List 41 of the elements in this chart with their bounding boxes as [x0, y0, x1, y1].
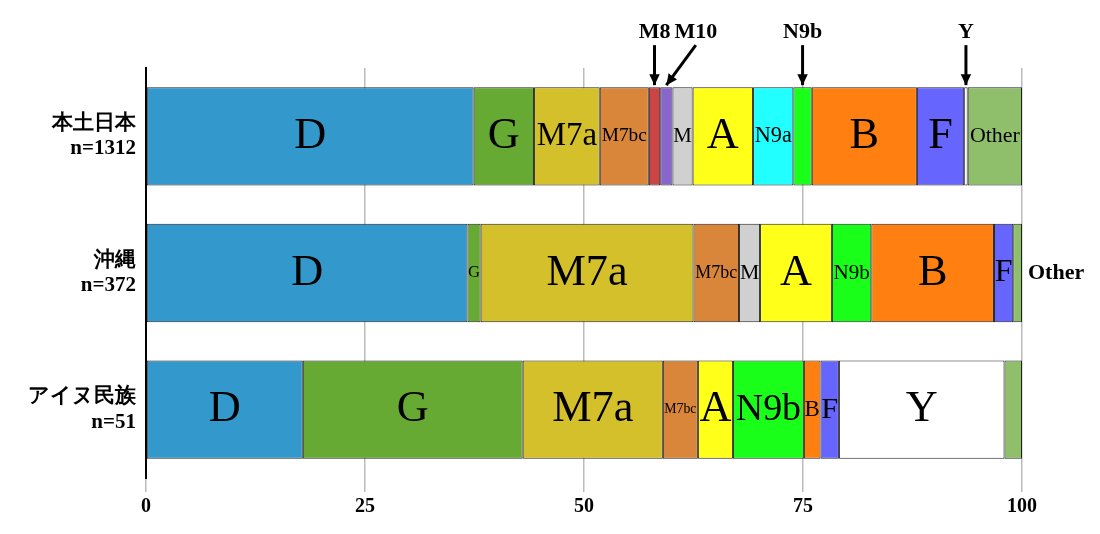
y-tick-label: 本土日本 n=1312 [51, 110, 137, 160]
y-tick-label: 沖縄 n=372 [80, 246, 136, 297]
text: M7bc [601, 124, 647, 146]
text: N9b [735, 385, 802, 428]
series-label: M7bc [664, 401, 697, 417]
series-label: M [739, 259, 760, 284]
text: Other [1028, 258, 1085, 284]
text: A [706, 108, 739, 158]
text: G [396, 382, 429, 432]
text: A [780, 245, 812, 295]
x-tick-label: 0 [141, 494, 151, 517]
text: M8 [638, 17, 671, 43]
series-label: Y [905, 382, 938, 432]
series-label: N9a [754, 122, 792, 148]
text: D [294, 108, 327, 158]
x-tick-label: 75 [793, 494, 813, 517]
text: M7bc [695, 261, 738, 282]
text: Y [957, 17, 974, 43]
y-tick-label: アイヌ民族 n=51 [28, 383, 137, 433]
x-tick-label: 25 [355, 494, 375, 517]
series-label: A [699, 382, 732, 432]
text: G [487, 108, 520, 158]
text: F [928, 108, 953, 158]
series-label: M7a [536, 116, 598, 152]
text: M7a [546, 245, 628, 295]
series-label: F [994, 253, 1013, 289]
text: M10 [674, 17, 718, 43]
x-tick-label: 100 [1007, 494, 1037, 517]
series-label: Other [969, 122, 1021, 148]
text: M7a [552, 382, 634, 432]
series-label: D [208, 382, 241, 432]
x-tick-label: 50 [574, 494, 594, 517]
text: N9b [783, 17, 823, 43]
text: F [821, 390, 839, 425]
text: M [673, 122, 692, 147]
text: B [917, 245, 948, 295]
series-label: N9b [833, 259, 870, 284]
series-label: B [804, 395, 820, 421]
series-label: G [468, 262, 481, 282]
text: B [849, 108, 880, 158]
text: D [291, 245, 324, 295]
